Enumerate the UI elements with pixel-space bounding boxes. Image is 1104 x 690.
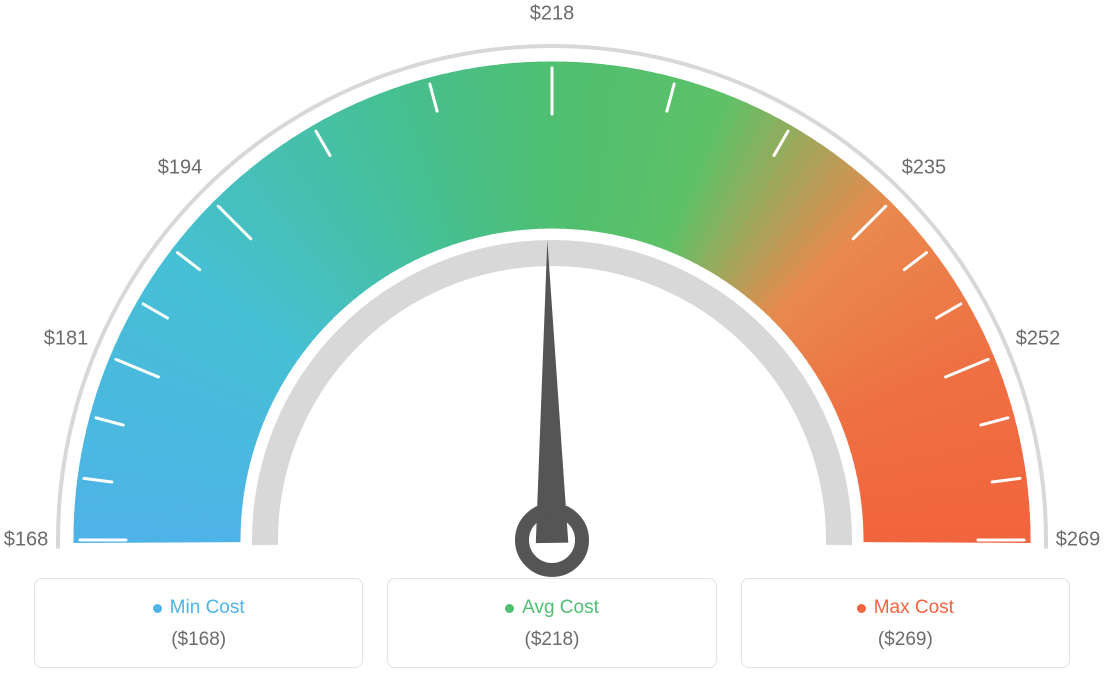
legend-value-avg: ($218) xyxy=(398,629,705,651)
legend-card-avg: Avg Cost ($218) xyxy=(387,578,716,668)
legend-label-avg: Avg Cost xyxy=(505,597,599,619)
legend-card-min: Min Cost ($168) xyxy=(34,578,363,668)
legend-label-min: Min Cost xyxy=(153,597,245,619)
gauge-tick-label: $269 xyxy=(1056,529,1101,552)
legend-text-max: Max Cost xyxy=(874,597,954,619)
legend-value-min: ($168) xyxy=(45,629,352,651)
gauge-tick-label: $194 xyxy=(158,157,203,180)
dot-icon xyxy=(153,604,162,613)
gauge-tick-label: $181 xyxy=(44,327,89,350)
legend-value-max: ($269) xyxy=(752,629,1059,651)
dot-icon xyxy=(505,604,514,613)
legend-row: Min Cost ($168) Avg Cost ($218) Max Cost… xyxy=(34,578,1070,668)
legend-card-max: Max Cost ($269) xyxy=(741,578,1070,668)
gauge-tick-label: $252 xyxy=(1016,327,1061,350)
legend-label-max: Max Cost xyxy=(857,597,954,619)
gauge-svg xyxy=(0,20,1104,580)
gauge-tick-label: $168 xyxy=(4,529,49,552)
legend-text-min: Min Cost xyxy=(170,597,245,619)
gauge-tick-label: $218 xyxy=(530,3,575,26)
legend-text-avg: Avg Cost xyxy=(522,597,599,619)
gauge-tick-label: $235 xyxy=(902,157,947,180)
cost-gauge: $168$181$194$218$235$252$269 xyxy=(0,20,1104,580)
dot-icon xyxy=(857,604,866,613)
